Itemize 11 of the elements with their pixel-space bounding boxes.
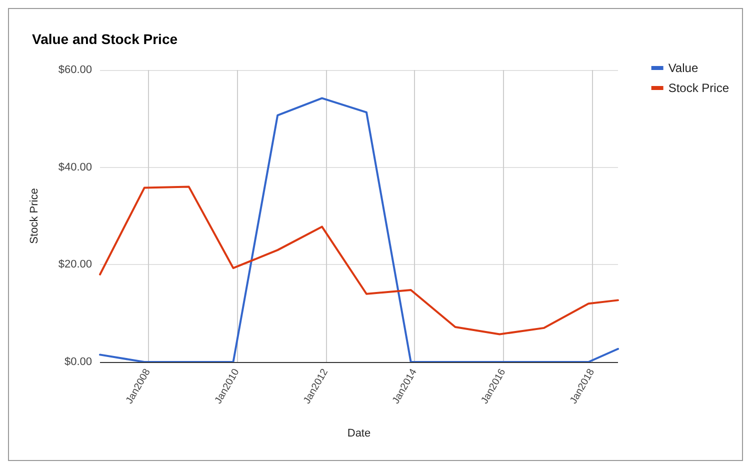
y-tick-label: $60.00 <box>58 64 92 76</box>
y-tick-label: $20.00 <box>58 258 92 271</box>
chart-title: Value and Stock Price <box>32 31 178 47</box>
y-tick-label: $0.00 <box>64 356 92 368</box>
y-axis-title: Stock Price <box>28 188 40 244</box>
y-tick-label: $40.00 <box>58 161 92 174</box>
legend-label: Value <box>668 61 698 75</box>
x-axis-title: Date <box>347 428 371 440</box>
line-series <box>99 97 619 363</box>
line-series <box>99 186 619 336</box>
legend-label: Stock Price <box>668 81 730 95</box>
